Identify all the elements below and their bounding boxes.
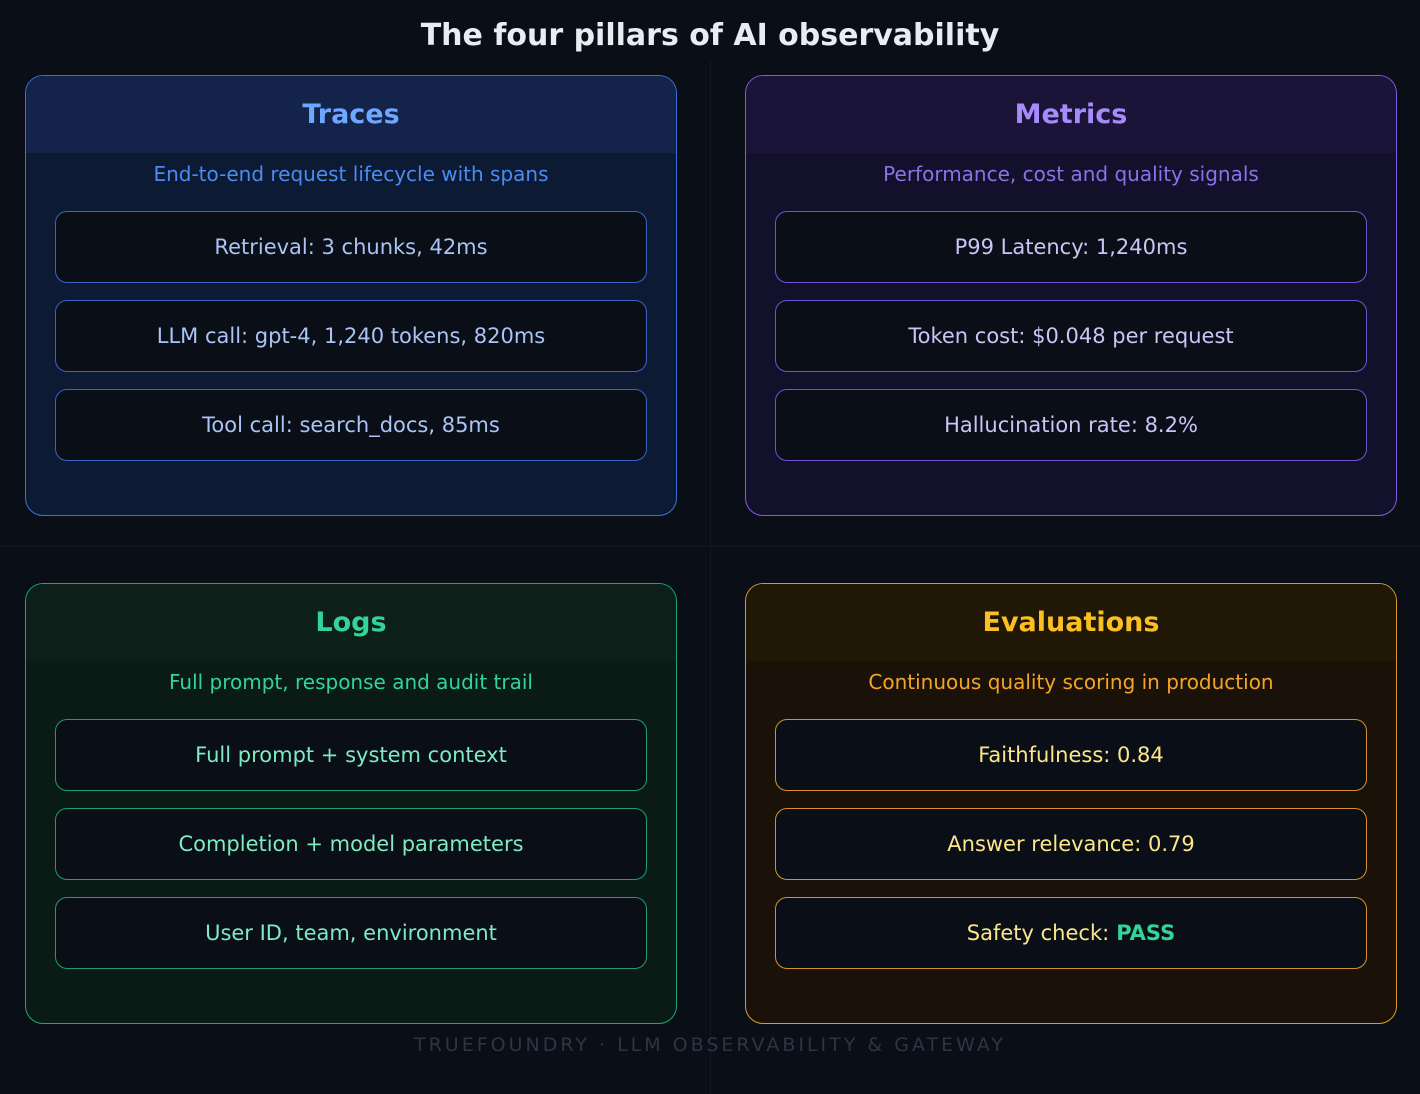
- item-text: Token cost: $0.048 per request: [908, 324, 1234, 348]
- pillar-item: Hallucination rate: 8.2%: [775, 389, 1367, 461]
- pillar-item: Safety check: PASS: [775, 897, 1367, 969]
- item-text: Full prompt + system context: [195, 743, 507, 767]
- item-text: P99 Latency: 1,240ms: [954, 235, 1188, 259]
- pillar-title: Logs: [26, 584, 676, 661]
- pillar-subtitle: End-to-end request lifecycle with spans: [153, 162, 549, 186]
- pillar-item: Answer relevance: 0.79: [775, 808, 1367, 880]
- item-text: LLM call: gpt-4, 1,240 tokens, 820ms: [156, 324, 546, 348]
- item-text: Safety check:: [966, 921, 1110, 945]
- pillar-card: Metrics Performance, cost and quality sig…: [745, 75, 1397, 516]
- pillar-item: P99 Latency: 1,240ms: [775, 211, 1367, 283]
- pillar-item: Token cost: $0.048 per request: [775, 300, 1367, 372]
- pillar-title: Evaluations: [746, 584, 1396, 661]
- item-text: Hallucination rate: 8.2%: [944, 413, 1198, 437]
- item-text: Faithfulness: 0.84: [978, 743, 1164, 767]
- item-text: Completion + model parameters: [178, 832, 524, 856]
- pillar-item: Full prompt + system context: [55, 719, 647, 791]
- title: The four pillars of AI observability: [420, 18, 1000, 53]
- pillar-item: Completion + model parameters: [55, 808, 647, 880]
- item-text: User ID, team, environment: [205, 921, 497, 945]
- pillar-title: Metrics: [746, 76, 1396, 153]
- pillar-card: Logs Full prompt, response and audit trai…: [25, 583, 677, 1024]
- pillar-item: Tool call: search_docs, 85ms: [55, 389, 647, 461]
- item-text: Tool call: search_docs, 85ms: [202, 413, 500, 437]
- status-badge: PASS: [1116, 921, 1176, 945]
- divider: [710, 60, 711, 1094]
- pillar-item: User ID, team, environment: [55, 897, 647, 969]
- footer: TRUEFOUNDRY · LLM OBSERVABILITY & GATEWA…: [414, 1034, 1006, 1056]
- item-text: Retrieval: 3 chunks, 42ms: [214, 235, 488, 259]
- pillar-item: Faithfulness: 0.84: [775, 719, 1367, 791]
- pillar-card: Traces End-to-end request lifecycle with …: [25, 75, 677, 516]
- pillar-subtitle: Performance, cost and quality signals: [883, 162, 1259, 186]
- pillar-item: Retrieval: 3 chunks, 42ms: [55, 211, 647, 283]
- item-text: Answer relevance: 0.79: [947, 832, 1195, 856]
- pillar-subtitle: Continuous quality scoring in production: [868, 670, 1274, 694]
- pillar-item: LLM call: gpt-4, 1,240 tokens, 820ms: [55, 300, 647, 372]
- pillar-card: Evaluations Continuous quality scoring in…: [745, 583, 1397, 1024]
- pillar-subtitle: Full prompt, response and audit trail: [168, 670, 533, 694]
- pillar-title: Traces: [26, 76, 676, 153]
- divider: [0, 546, 1420, 547]
